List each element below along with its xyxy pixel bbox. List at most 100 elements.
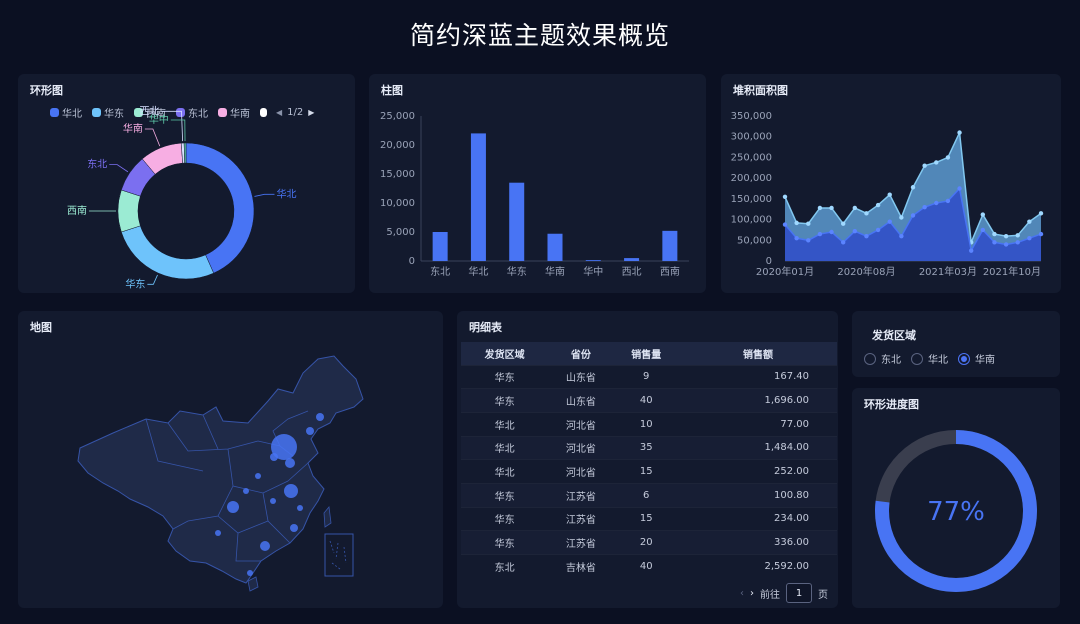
column-header[interactable]: 销售量	[613, 342, 679, 365]
area-point[interactable]	[864, 211, 869, 216]
map-bubble[interactable]	[260, 541, 270, 551]
map-bubble[interactable]	[215, 530, 221, 536]
bar[interactable]	[432, 232, 448, 261]
area-point[interactable]	[794, 236, 799, 241]
area-point[interactable]	[910, 213, 916, 218]
area-point[interactable]	[992, 240, 997, 245]
legend-item-huanan[interactable]: 华南	[218, 105, 250, 120]
area-point[interactable]	[806, 238, 811, 243]
legend-prev-icon[interactable]: ◀	[276, 108, 283, 117]
donut-slice[interactable]	[185, 142, 255, 274]
donut-slice[interactable]	[117, 189, 141, 233]
area-point[interactable]	[806, 221, 811, 226]
map-bubble[interactable]	[306, 427, 314, 435]
area-point[interactable]	[887, 192, 892, 197]
table-row[interactable]: 东北 吉林省 40 2,592.00	[461, 554, 837, 579]
map-bubble[interactable]	[271, 434, 297, 460]
area-point[interactable]	[1015, 240, 1020, 245]
map-bubble[interactable]	[297, 505, 303, 511]
table-row[interactable]: 华北 河北省 15 252.00	[461, 459, 837, 484]
column-header[interactable]: 发货区域	[461, 342, 549, 365]
table-row[interactable]: 华东 江苏省 6 100.80	[461, 482, 837, 508]
area-point[interactable]	[1038, 211, 1044, 216]
area-point[interactable]	[1015, 233, 1020, 238]
area-point[interactable]	[957, 130, 962, 135]
prev-page-icon[interactable]: ‹	[740, 587, 744, 599]
area-point[interactable]	[829, 229, 834, 235]
radio-huanan[interactable]: 华南	[958, 351, 995, 366]
map-bubble[interactable]	[227, 501, 239, 513]
table-row[interactable]: 华东 山东省 9 167.40	[461, 364, 837, 389]
bar[interactable]	[662, 230, 678, 261]
map-bubble[interactable]	[285, 458, 295, 468]
bar[interactable]	[624, 258, 640, 261]
area-point[interactable]	[899, 215, 904, 220]
legend-item-partial[interactable]	[260, 108, 270, 117]
legend-item-dongbei[interactable]: 东北	[176, 105, 208, 120]
area-point[interactable]	[980, 227, 986, 233]
page-number-input[interactable]: 1	[786, 583, 812, 603]
area-point[interactable]	[957, 186, 962, 191]
area-point[interactable]	[887, 219, 892, 224]
map-bubble[interactable]	[316, 413, 324, 421]
area-point[interactable]	[1027, 219, 1032, 224]
donut-slice[interactable]	[121, 225, 214, 280]
area-point[interactable]	[945, 198, 951, 204]
area-point[interactable]	[852, 228, 858, 234]
legend-item-huabei[interactable]: 华北	[50, 105, 82, 120]
area-point[interactable]	[910, 185, 916, 190]
bar[interactable]	[509, 182, 525, 261]
area-point[interactable]	[840, 240, 846, 245]
map-bubble[interactable]	[255, 473, 261, 479]
area-point[interactable]	[817, 231, 823, 237]
area-point[interactable]	[1038, 231, 1044, 237]
area-point[interactable]	[934, 200, 939, 206]
area-point[interactable]	[875, 227, 881, 233]
area-point[interactable]	[875, 202, 881, 208]
map-bubble[interactable]	[284, 484, 298, 498]
area-point[interactable]	[922, 163, 927, 168]
area-point[interactable]	[864, 233, 869, 239]
map-bubble[interactable]	[247, 570, 253, 576]
map-bubble[interactable]	[290, 524, 298, 532]
area-point[interactable]	[945, 155, 951, 160]
map-bubble[interactable]	[270, 498, 276, 504]
table-row[interactable]: 华东 山东省 40 1,696.00	[461, 388, 837, 413]
column-header[interactable]: 省份	[548, 342, 614, 365]
radio-huabei[interactable]: 华北	[911, 351, 948, 366]
radio-dongbei[interactable]: 东北	[864, 351, 901, 366]
donut-slice[interactable]	[183, 142, 187, 164]
area-point[interactable]	[817, 205, 823, 211]
map-bubble[interactable]	[243, 488, 249, 494]
area-point[interactable]	[794, 220, 799, 226]
china-map[interactable]	[18, 311, 443, 608]
table-row[interactable]: 华北 河北省 35 1,484.00	[461, 435, 837, 460]
bar[interactable]	[470, 133, 486, 261]
area-point[interactable]	[852, 205, 858, 211]
area-point[interactable]	[1003, 242, 1009, 247]
area-title: 堆积面积图	[733, 84, 788, 97]
table-row[interactable]: 华东 江苏省 20 336.00	[461, 530, 837, 555]
area-point[interactable]	[782, 194, 788, 199]
table-row[interactable]: 华东 江苏省 15 234.00	[461, 506, 837, 531]
area-point[interactable]	[980, 212, 986, 217]
table-row[interactable]: 华北 河北省 10 77.00	[461, 411, 837, 437]
area-point[interactable]	[922, 204, 927, 210]
bar[interactable]	[547, 233, 563, 261]
area-point[interactable]	[840, 221, 846, 226]
area-point[interactable]	[992, 231, 997, 237]
next-page-icon[interactable]: ›	[750, 587, 754, 599]
area-point[interactable]	[1027, 236, 1032, 241]
legend-item-huadong[interactable]: 华东	[92, 105, 124, 120]
column-header[interactable]: 销售额	[678, 342, 837, 365]
area-point[interactable]	[899, 233, 904, 239]
legend-item-xinan[interactable]: 西南	[134, 105, 166, 120]
area-point[interactable]	[829, 205, 834, 211]
area-point[interactable]	[782, 222, 788, 227]
map-bubble[interactable]	[270, 453, 278, 461]
area-point[interactable]	[934, 160, 939, 165]
area-point[interactable]	[968, 248, 974, 253]
bar[interactable]	[585, 260, 601, 261]
area-point[interactable]	[1003, 233, 1009, 239]
legend-next-icon[interactable]: ▶	[308, 108, 315, 117]
